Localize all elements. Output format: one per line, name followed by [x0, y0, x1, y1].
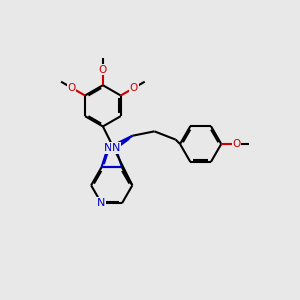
Text: O: O — [99, 65, 107, 75]
Text: O: O — [68, 83, 76, 93]
Text: N: N — [112, 143, 120, 153]
Text: O: O — [232, 139, 241, 149]
Text: N: N — [97, 198, 106, 208]
Text: O: O — [130, 83, 138, 93]
Text: N: N — [103, 143, 112, 153]
